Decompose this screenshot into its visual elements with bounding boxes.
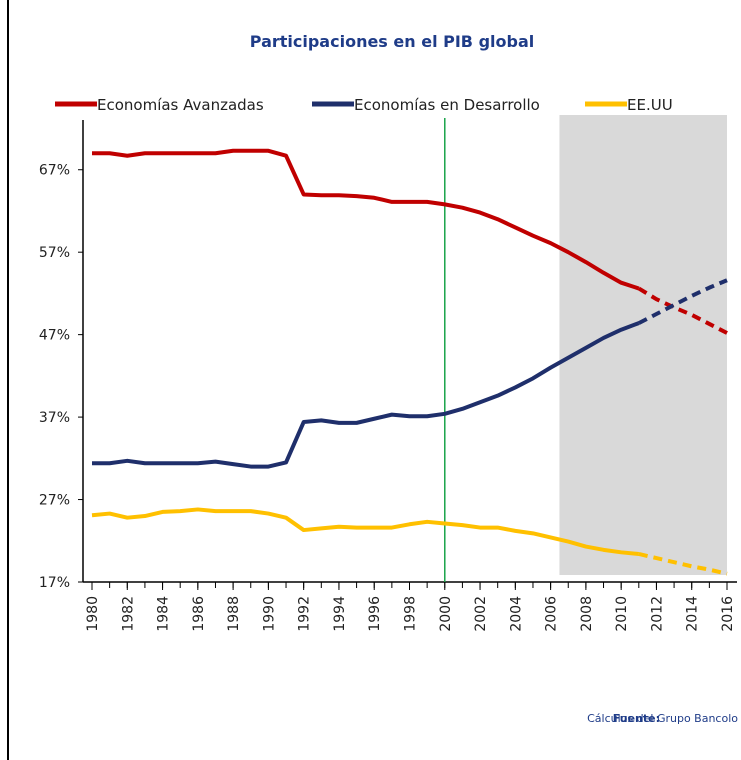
x-tick-label: 1986 — [191, 596, 207, 632]
series-line — [92, 148, 640, 291]
x-tick-label: 1982 — [120, 596, 136, 632]
x-tick-label: 2010 — [614, 596, 630, 632]
series-line-forecast — [638, 552, 728, 576]
forecast-shade — [559, 115, 727, 575]
y-tick-label: 27% — [39, 493, 70, 509]
source-label: Fuente: — [613, 712, 660, 725]
plot-area: 17% 27% 37% 47% 57% 67% 1980 1982 1984 1986 1988 19… — [39, 96, 737, 632]
x-tick-label: 1998 — [403, 596, 419, 632]
x-tick-label: 2000 — [438, 596, 454, 632]
x-tick-label: 1984 — [156, 596, 172, 632]
series-line-forecast — [637, 286, 728, 335]
legend-label: EE.UU — [627, 96, 673, 114]
y-tick-label: 57% — [39, 245, 70, 261]
x-tick-label: 2008 — [579, 596, 595, 632]
legend-label: Economías en Desarrollo — [354, 96, 540, 114]
x-tick-label: 1992 — [297, 596, 313, 632]
x-tick-label: 1994 — [332, 596, 348, 632]
x-tick-label: 1988 — [226, 596, 242, 632]
series-line-forecast — [637, 278, 728, 325]
x-tick-label: 2002 — [473, 596, 489, 632]
x-tick-label: 2006 — [544, 596, 560, 632]
x-tick-label: 1996 — [367, 596, 383, 632]
x-tick-label: 2014 — [685, 596, 701, 632]
chart-title: Participaciones en el PIB global — [250, 32, 534, 51]
legend-label: Economías Avanzadas — [97, 96, 264, 114]
series-line — [92, 321, 640, 469]
x-tick-label: 2004 — [508, 596, 524, 632]
y-tick-label: 17% — [39, 575, 70, 591]
x-tick-label: 1990 — [261, 596, 277, 632]
x-tick-label: 2012 — [649, 596, 665, 632]
x-tick-label: 1980 — [85, 596, 101, 632]
source: Cálculos del Grupo Bancolo — [587, 712, 738, 725]
y-tick-label: 37% — [39, 410, 70, 426]
y-tick-label: 47% — [39, 328, 70, 344]
x-tick-label: 2016 — [720, 596, 736, 632]
series-line — [91, 507, 639, 556]
y-tick-label: 67% — [39, 163, 70, 179]
